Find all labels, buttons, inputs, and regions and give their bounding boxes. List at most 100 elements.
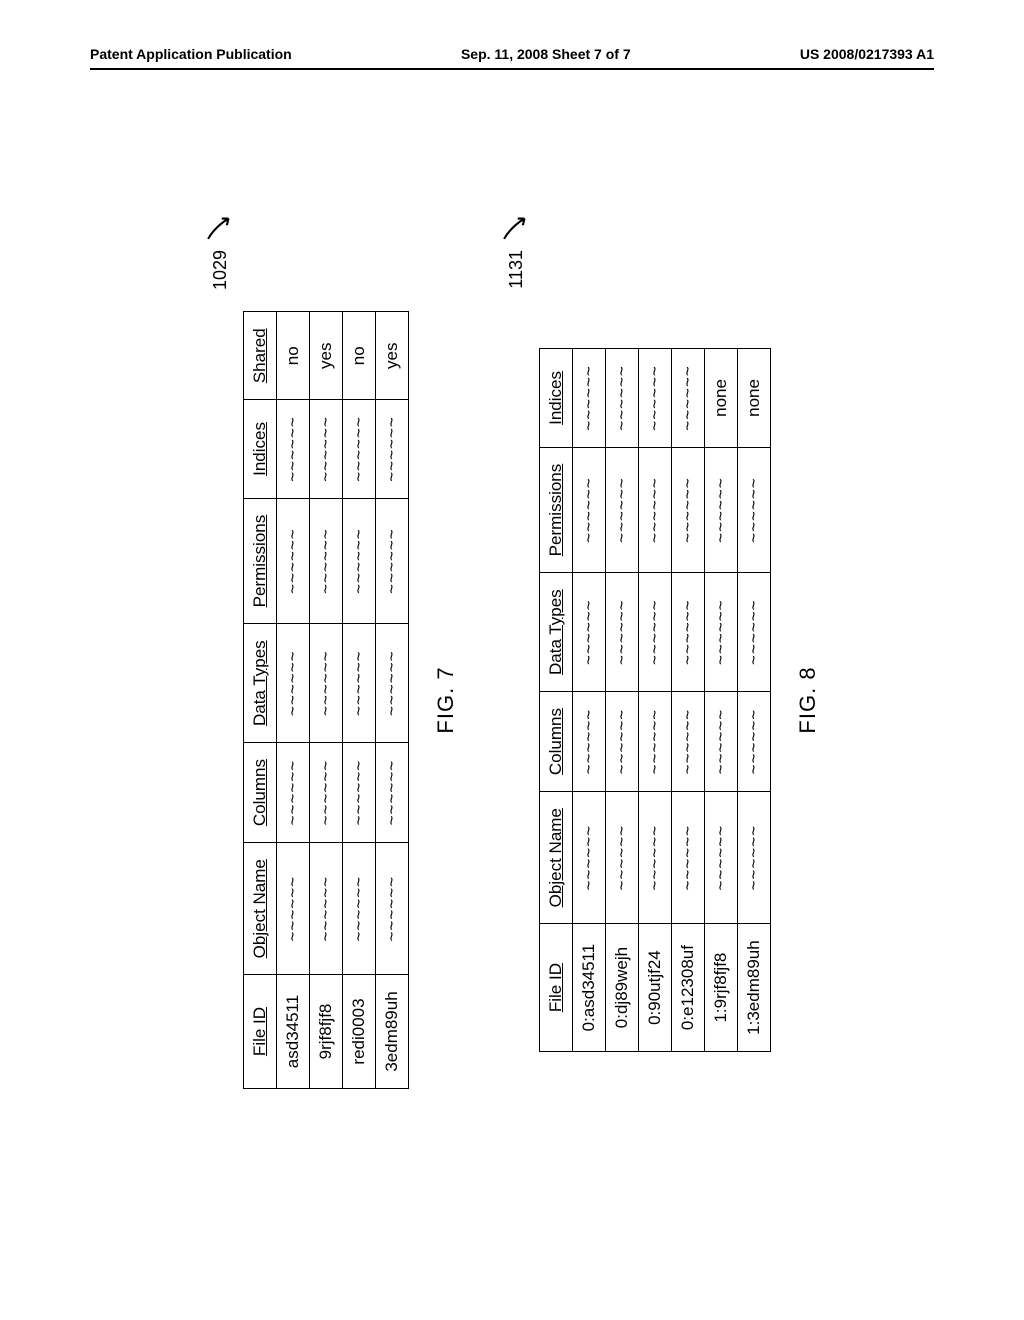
fig7-ref-row: 1029 <box>203 200 237 1200</box>
cell-placeholder: ~~~~~~ <box>639 349 672 448</box>
col-indices: Indices <box>244 400 277 499</box>
cell-placeholder: ~~~~~~ <box>343 843 376 975</box>
cell-placeholder: ~~~~~~ <box>705 447 738 573</box>
table-row: 0:90utjf24 ~~~~~~ ~~~~~~ ~~~~~~ ~~~~~~ ~… <box>639 349 672 1052</box>
col-columns: Columns <box>540 692 573 792</box>
col-object-name: Object Name <box>244 843 277 975</box>
table-row: 1:9rjf8fjf8 ~~~~~~ ~~~~~~ ~~~~~~ ~~~~~~ … <box>705 349 738 1052</box>
cell-shared: yes <box>376 312 409 400</box>
cell-placeholder: ~~~~~~ <box>705 692 738 792</box>
cell-placeholder: ~~~~~~ <box>277 400 310 499</box>
cell-placeholder: ~~~~~~ <box>376 624 409 743</box>
cell-placeholder: ~~~~~~ <box>672 349 705 448</box>
cell-file-id: 0:dj89wejh <box>606 924 639 1052</box>
cell-placeholder: ~~~~~~ <box>343 624 376 743</box>
cell-indices: none <box>705 349 738 448</box>
cell-file-id: 0:90utjf24 <box>639 924 672 1052</box>
col-indices: Indices <box>540 349 573 448</box>
cell-placeholder: ~~~~~~ <box>573 692 606 792</box>
reference-arrow-icon <box>499 210 533 244</box>
cell-placeholder: ~~~~~~ <box>343 498 376 624</box>
cell-placeholder: ~~~~~~ <box>573 792 606 924</box>
cell-placeholder: ~~~~~~ <box>376 743 409 843</box>
cell-placeholder: ~~~~~~ <box>738 447 771 573</box>
cell-placeholder: ~~~~~~ <box>639 792 672 924</box>
cell-placeholder: ~~~~~~ <box>277 498 310 624</box>
cell-placeholder: ~~~~~~ <box>672 792 705 924</box>
cell-placeholder: ~~~~~~ <box>738 692 771 792</box>
cell-shared: no <box>277 312 310 400</box>
table-row: 1:3edm89uh ~~~~~~ ~~~~~~ ~~~~~~ ~~~~~~ n… <box>738 349 771 1052</box>
fig8-caption: FIG. 8 <box>795 200 821 1200</box>
cell-placeholder: ~~~~~~ <box>672 573 705 692</box>
table-row: 9rjf8fjf8 ~~~~~~ ~~~~~~ ~~~~~~ ~~~~~~ ~~… <box>310 312 343 1088</box>
table-row: 3edm89uh ~~~~~~ ~~~~~~ ~~~~~~ ~~~~~~ ~~~… <box>376 312 409 1088</box>
col-shared: Shared <box>244 312 277 400</box>
cell-placeholder: ~~~~~~ <box>376 498 409 624</box>
col-data-types: Data Types <box>540 573 573 692</box>
cell-file-id: 0:asd34511 <box>573 924 606 1052</box>
col-permissions: Permissions <box>244 498 277 624</box>
col-file-id: File ID <box>540 924 573 1052</box>
cell-shared: yes <box>310 312 343 400</box>
header-rule <box>90 68 934 70</box>
page-header: Patent Application Publication Sep. 11, … <box>90 46 934 62</box>
cell-placeholder: ~~~~~~ <box>310 498 343 624</box>
col-object-name: Object Name <box>540 792 573 924</box>
cell-placeholder: ~~~~~~ <box>639 573 672 692</box>
cell-shared: no <box>343 312 376 400</box>
table-header-row: File ID Object Name Columns Data Types P… <box>540 349 573 1052</box>
cell-placeholder: ~~~~~~ <box>639 692 672 792</box>
fig8-ref-row: 1131 <box>499 200 533 1200</box>
cell-placeholder: ~~~~~~ <box>310 624 343 743</box>
cell-placeholder: ~~~~~~ <box>705 792 738 924</box>
figure-7: 1029 File ID Object Name Columns Data Ty… <box>203 200 459 1200</box>
cell-file-id: 1:3edm89uh <box>738 924 771 1052</box>
table-row: 0:asd34511 ~~~~~~ ~~~~~~ ~~~~~~ ~~~~~~ ~… <box>573 349 606 1052</box>
cell-file-id: 0:e12308uf <box>672 924 705 1052</box>
figure-area: 1029 File ID Object Name Columns Data Ty… <box>0 150 1024 1250</box>
cell-placeholder: ~~~~~~ <box>310 400 343 499</box>
cell-file-id: redi0003 <box>343 975 376 1088</box>
cell-file-id: 9rjf8fjf8 <box>310 975 343 1088</box>
cell-placeholder: ~~~~~~ <box>639 447 672 573</box>
cell-placeholder: ~~~~~~ <box>277 624 310 743</box>
cell-placeholder: ~~~~~~ <box>738 792 771 924</box>
table-row: redi0003 ~~~~~~ ~~~~~~ ~~~~~~ ~~~~~~ ~~~… <box>343 312 376 1088</box>
fig8-ref-number: 1131 <box>506 250 527 289</box>
fig7-ref-number: 1029 <box>210 250 231 290</box>
cell-placeholder: ~~~~~~ <box>277 743 310 843</box>
cell-placeholder: ~~~~~~ <box>606 447 639 573</box>
fig8-table: File ID Object Name Columns Data Types P… <box>539 348 771 1052</box>
table-row: asd34511 ~~~~~~ ~~~~~~ ~~~~~~ ~~~~~~ ~~~… <box>277 312 310 1088</box>
header-center: Sep. 11, 2008 Sheet 7 of 7 <box>461 46 631 62</box>
header-left: Patent Application Publication <box>90 46 292 62</box>
cell-placeholder: ~~~~~~ <box>310 843 343 975</box>
cell-placeholder: ~~~~~~ <box>376 843 409 975</box>
figure-8: 1131 File ID Object Name Columns Data Ty… <box>499 200 821 1200</box>
col-file-id: File ID <box>244 975 277 1088</box>
fig7-caption: FIG. 7 <box>433 200 459 1200</box>
cell-placeholder: ~~~~~~ <box>606 573 639 692</box>
cell-placeholder: ~~~~~~ <box>672 447 705 573</box>
cell-placeholder: ~~~~~~ <box>376 400 409 499</box>
col-columns: Columns <box>244 743 277 843</box>
cell-placeholder: ~~~~~~ <box>573 447 606 573</box>
cell-indices: none <box>738 349 771 448</box>
table-header-row: File ID Object Name Columns Data Types P… <box>244 312 277 1088</box>
cell-placeholder: ~~~~~~ <box>606 692 639 792</box>
cell-placeholder: ~~~~~~ <box>310 743 343 843</box>
cell-placeholder: ~~~~~~ <box>277 843 310 975</box>
col-data-types: Data Types <box>244 624 277 743</box>
cell-placeholder: ~~~~~~ <box>606 349 639 448</box>
rotated-content: 1029 File ID Object Name Columns Data Ty… <box>163 200 861 1200</box>
header-right: US 2008/0217393 A1 <box>800 46 934 62</box>
cell-file-id: 3edm89uh <box>376 975 409 1088</box>
table-row: 0:e12308uf ~~~~~~ ~~~~~~ ~~~~~~ ~~~~~~ ~… <box>672 349 705 1052</box>
cell-placeholder: ~~~~~~ <box>738 573 771 692</box>
col-permissions: Permissions <box>540 447 573 573</box>
cell-placeholder: ~~~~~~ <box>573 349 606 448</box>
cell-placeholder: ~~~~~~ <box>573 573 606 692</box>
table-row: 0:dj89wejh ~~~~~~ ~~~~~~ ~~~~~~ ~~~~~~ ~… <box>606 349 639 1052</box>
cell-file-id: 1:9rjf8fjf8 <box>705 924 738 1052</box>
